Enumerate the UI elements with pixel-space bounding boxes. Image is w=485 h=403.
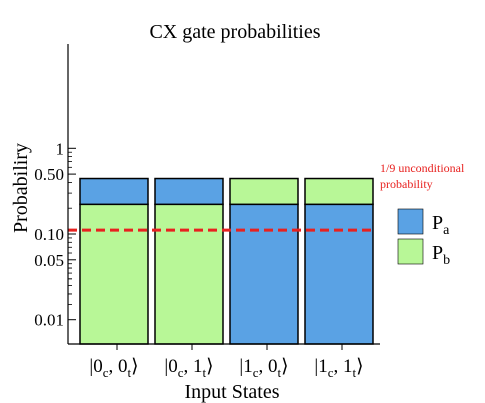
y-tick-label-2: 0.10 [34, 225, 64, 244]
x-axis-label: Input States [185, 381, 280, 403]
reference-line-group: 1/9 unconditional probability [68, 161, 465, 232]
legend-swatch-a [397, 208, 424, 235]
legend-label-a: Pa [432, 212, 450, 238]
bar-segment-a-1 [154, 177, 224, 206]
reference-line-label-2: probability [380, 177, 433, 191]
legend: Pa Pb [397, 208, 450, 268]
chart-title: CX gate probabilities [149, 21, 320, 43]
x-tick-label-0: |0c, 0t⟩ [89, 356, 138, 380]
y-tick-label-4: 0.01 [34, 311, 64, 330]
y-tick-label-0: 1 [56, 139, 65, 158]
bar-segment-b-3 [304, 177, 374, 206]
x-tick-label-1: |0c, 1t⟩ [164, 356, 213, 380]
axes-group: 1 0.50 0.10 0.05 0.01 [34, 44, 380, 350]
bar-segment-a-0 [79, 177, 149, 206]
bars-group: |0c, 0t⟩ |0c, 1t⟩ |1c, 0t⟩ |1c, 1t⟩ [79, 177, 374, 380]
x-tick-label-2: |1c, 0t⟩ [239, 356, 288, 380]
bar-segment-b-1 [154, 203, 224, 345]
y-axis-label: Probabiliry [10, 143, 32, 233]
reference-line-label-1: 1/9 unconditional [380, 161, 465, 175]
bar-segment-a-3 [304, 203, 374, 345]
y-tick-label-1: 0.50 [34, 165, 64, 184]
bar-segment-b-0 [79, 203, 149, 345]
x-tick-label-3: |1c, 1t⟩ [314, 356, 363, 380]
bar-segment-a-2 [229, 203, 299, 345]
legend-label-b: Pb [432, 242, 450, 268]
bar-segment-b-2 [229, 177, 299, 206]
y-tick-label-3: 0.05 [34, 251, 64, 270]
legend-swatch-b [397, 238, 424, 265]
